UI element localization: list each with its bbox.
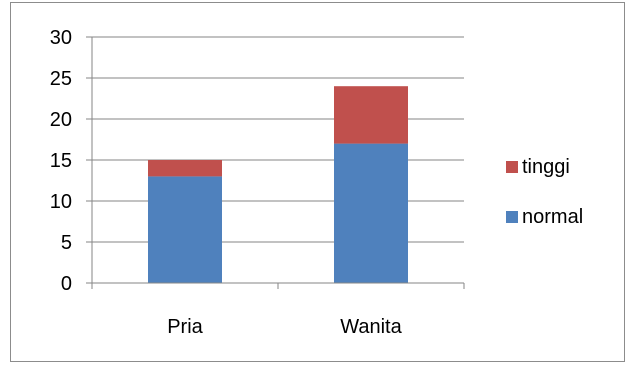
legend: tinggi normal bbox=[506, 156, 583, 228]
bars bbox=[148, 86, 408, 283]
legend-swatch-tinggi bbox=[506, 161, 518, 173]
axes bbox=[86, 36, 465, 289]
chart-frame bbox=[10, 2, 625, 362]
y-axis-tick-labels: 0 5 10 15 20 25 30 bbox=[50, 27, 72, 295]
y-tick-label: 10 bbox=[50, 191, 72, 213]
legend-swatch-normal bbox=[506, 211, 518, 223]
legend-label-normal: normal bbox=[522, 206, 583, 228]
y-tick-label: 0 bbox=[61, 273, 72, 295]
gridlines bbox=[92, 36, 464, 243]
y-tick-label: 25 bbox=[50, 68, 72, 90]
y-tick-label: 30 bbox=[50, 27, 72, 49]
x-tick-label: Wanita bbox=[340, 316, 402, 338]
y-tick-label: 5 bbox=[61, 232, 72, 254]
legend-label-tinggi: tinggi bbox=[522, 156, 570, 178]
bar-normal-wanita bbox=[334, 143, 408, 283]
bar-tinggi-pria bbox=[148, 160, 222, 177]
y-tick-label: 15 bbox=[50, 150, 72, 172]
bar-tinggi-wanita bbox=[334, 86, 408, 144]
x-tick-label: Pria bbox=[167, 316, 203, 338]
bar-normal-pria bbox=[148, 176, 222, 283]
x-axis-tick-labels: Pria Wanita bbox=[167, 316, 402, 338]
y-tick-label: 20 bbox=[50, 109, 72, 131]
